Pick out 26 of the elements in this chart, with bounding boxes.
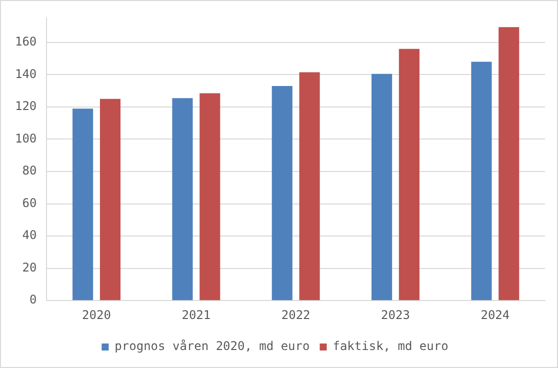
bar <box>100 98 120 300</box>
y-tick-label: 120 <box>14 99 37 114</box>
y-tick-label: 40 <box>22 228 37 242</box>
y-tick-label: 100 <box>14 131 37 146</box>
legend-label: prognos våren 2020, md euro <box>114 339 310 354</box>
x-tick-label: 2023 <box>381 308 410 322</box>
bar <box>471 62 492 300</box>
bar <box>498 27 520 300</box>
y-tick-label: 140 <box>14 66 37 81</box>
bar <box>172 98 193 300</box>
y-tick-label: 80 <box>22 164 37 178</box>
bar <box>372 74 392 300</box>
bar <box>398 48 420 300</box>
x-tick-label: 2022 <box>281 308 310 322</box>
x-tick-label: 2020 <box>82 308 111 322</box>
y-tick-label: 160 <box>14 34 37 49</box>
bar <box>200 93 220 300</box>
y-tick-label: 0 <box>29 292 37 307</box>
legend-label: faktisk, md euro <box>332 339 448 354</box>
bar <box>272 86 292 300</box>
y-tick-label: 20 <box>22 260 37 274</box>
x-tick-label: 2024 <box>480 308 510 322</box>
x-tick-label: 2021 <box>182 308 211 322</box>
bar <box>72 108 94 300</box>
bar <box>299 72 320 300</box>
y-tick-label: 60 <box>22 196 37 210</box>
